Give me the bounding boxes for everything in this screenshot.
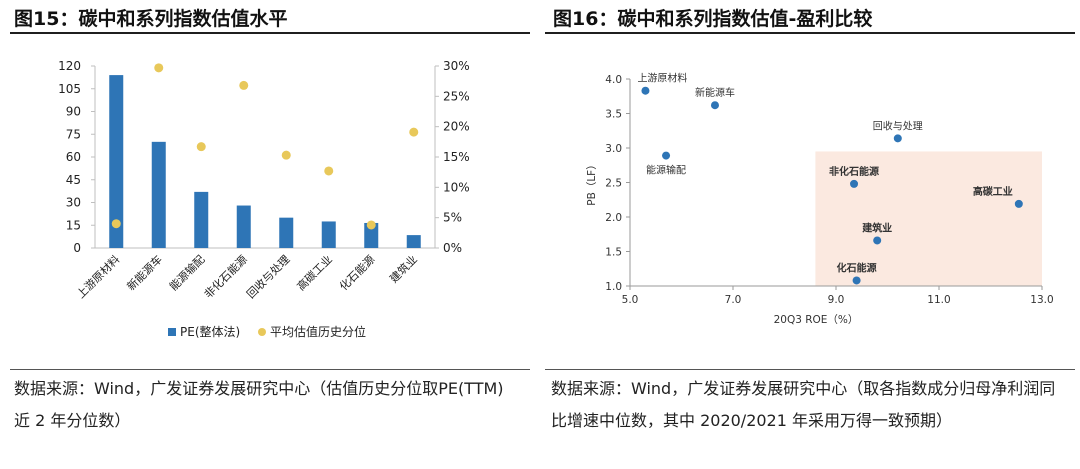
y-tick-label: 1.5 xyxy=(605,247,622,259)
scatter-point xyxy=(641,86,650,95)
scatter-point xyxy=(873,236,882,245)
legend-pe-swatch xyxy=(168,328,176,336)
pe-bar xyxy=(279,217,294,248)
scatter-point xyxy=(662,151,671,160)
category-label: 建筑业 xyxy=(387,252,420,285)
category-label: 高碳工业 xyxy=(294,252,335,293)
y-tick-label: 2.0 xyxy=(605,212,622,224)
scatter-point xyxy=(710,101,719,110)
point-label: 能源输配 xyxy=(646,164,686,177)
percentile-dot xyxy=(196,142,206,152)
left-y-tick-label: 45 xyxy=(66,173,81,187)
category-label: 新能源车 xyxy=(124,252,165,293)
percentile-dot xyxy=(324,166,334,176)
x-axis-title: 20Q3 ROE（%） xyxy=(774,314,859,326)
scatter-point xyxy=(852,276,861,285)
percentile-dot xyxy=(111,219,121,229)
y-tick-label: 4.0 xyxy=(605,74,622,86)
highlight-region xyxy=(815,151,1042,286)
right-y-tick-label: 10% xyxy=(443,180,470,194)
left-y-tick-label: 120 xyxy=(58,59,81,73)
percentile-dot xyxy=(281,150,291,160)
left-y-tick-label: 60 xyxy=(66,150,81,164)
right-y-tick-label: 30% xyxy=(443,59,470,73)
legend-percentile-swatch xyxy=(258,328,266,336)
percentile-dot xyxy=(409,127,419,137)
left-figure-title: 图15：碳中和系列指数估值水平 xyxy=(14,8,288,30)
point-label: 上游原材料 xyxy=(637,72,687,85)
x-tick-label: 5.0 xyxy=(622,294,639,306)
y-axis-title: PB（LF） xyxy=(586,159,598,205)
right-y-tick-label: 25% xyxy=(443,89,470,103)
right-y-tick-label: 15% xyxy=(443,150,470,164)
legend-percentile-label: 平均估值历史分位 xyxy=(270,324,366,339)
y-tick-label: 2.5 xyxy=(605,178,622,190)
left-y-tick-label: 15 xyxy=(66,218,81,232)
left-source-rule xyxy=(10,369,530,370)
right-y-tick-label: 5% xyxy=(443,211,462,225)
left-title-rule xyxy=(10,32,530,34)
legend-pe-label: PE(整体法) xyxy=(180,324,240,339)
category-label: 上游原材料 xyxy=(74,252,123,301)
point-label: 回收与处理 xyxy=(873,119,923,132)
right-figure-title: 图16：碳中和系列指数估值-盈利比较 xyxy=(553,8,873,30)
right-figure-panel: 图16：碳中和系列指数估值-盈利比较 1.0 1.5 2.0 2.5 3.0 3.5 4.0… xyxy=(545,0,1080,469)
percentile-dot xyxy=(239,80,249,90)
pe-bar xyxy=(151,141,166,248)
point-label: 新能源车 xyxy=(695,86,735,99)
x-tick-label: 13.0 xyxy=(1030,294,1053,306)
right-chart: 1.0 1.5 2.0 2.5 3.0 3.5 4.0 5.0 7.0 9.0 11.0 13.0 20… xyxy=(586,72,1054,326)
y-tick-label: 1.0 xyxy=(605,281,622,293)
point-label: 建筑业 xyxy=(861,221,892,234)
point-label: 化石能源 xyxy=(837,261,877,274)
left-figure-panel: 图15：碳中和系列指数估值水平 0 15 30 45 60 75 90 105 120 0% 5% 1… xyxy=(0,0,530,469)
left-y-tick-label: 0 xyxy=(73,241,81,255)
x-tick-label: 7.0 xyxy=(725,294,742,306)
right-y-tick-label: 20% xyxy=(443,120,470,134)
scatter-point xyxy=(893,134,902,143)
pe-bar xyxy=(109,75,124,248)
right-y-tick-label: 0% xyxy=(443,241,462,255)
right-title-rule xyxy=(545,32,1075,34)
left-source-note: 数据来源：Wind，广发证券发展研究中心（估值历史分位取PE(TTM) 近 2 … xyxy=(14,379,504,430)
pe-bar xyxy=(321,221,336,248)
point-label: 非化石能源 xyxy=(829,165,879,178)
y-tick-label: 3.0 xyxy=(605,143,622,155)
x-tick-label: 11.0 xyxy=(927,294,950,306)
pe-bar xyxy=(194,191,209,248)
right-source-rule xyxy=(545,369,1075,370)
scatter-point xyxy=(1014,199,1023,208)
right-source-note: 数据来源：Wind，广发证券发展研究中心（取各指数成分归母净利润同比增速中位数，… xyxy=(551,379,1056,430)
percentile-dot xyxy=(366,220,376,230)
left-y-tick-label: 105 xyxy=(58,82,81,96)
pe-bar xyxy=(364,222,379,248)
left-y-tick-label: 30 xyxy=(66,196,81,210)
percentile-dot xyxy=(154,63,164,73)
category-label: 回收与处理 xyxy=(244,252,293,301)
category-label: 化石能源 xyxy=(336,252,377,293)
category-label: 非化石能源 xyxy=(201,252,250,301)
left-y-tick-label: 90 xyxy=(66,105,81,119)
category-label: 能源输配 xyxy=(166,252,207,293)
left-chart: 0 15 30 45 60 75 90 105 120 0% 5% 10% 15% 20% 25% 30% 上游… xyxy=(58,59,470,339)
point-label: 高碳工业 xyxy=(973,185,1013,198)
left-y-tick-label: 75 xyxy=(66,127,81,141)
pe-bar xyxy=(406,235,421,248)
scatter-point xyxy=(850,179,859,188)
pe-bar xyxy=(236,205,251,248)
x-tick-label: 9.0 xyxy=(828,294,845,306)
y-tick-label: 3.5 xyxy=(605,109,622,121)
